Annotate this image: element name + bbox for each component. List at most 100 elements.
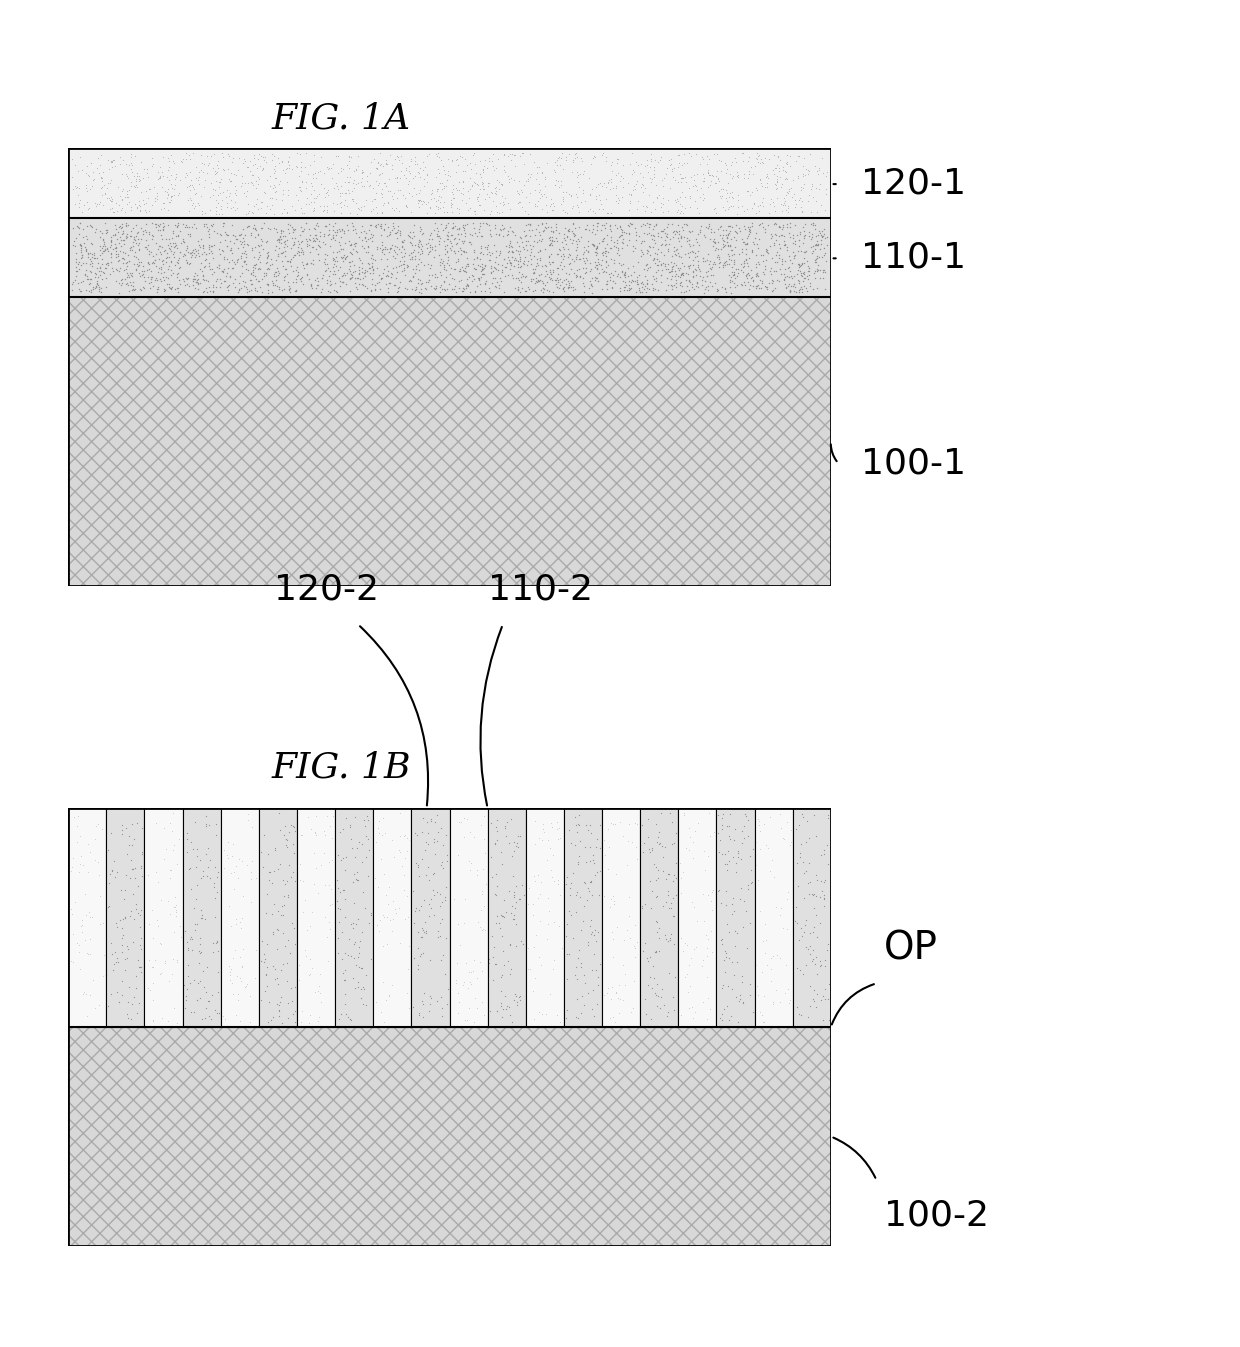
Point [419,269,439,291]
Point [652,221,672,242]
Point [794,268,813,290]
Point [461,973,481,994]
Point [567,247,587,268]
Point [320,815,340,836]
Point [82,907,102,928]
Point [93,236,113,257]
Point [502,894,522,916]
Point [706,237,725,259]
Point [348,155,368,176]
Point [174,230,193,252]
Point [165,236,185,257]
Point [463,960,482,982]
Point [688,251,708,272]
Point [477,183,497,205]
Point [434,272,454,294]
Point [636,253,656,275]
Point [687,179,707,201]
Point [139,224,159,245]
Point [221,170,241,191]
Point [381,222,401,244]
Point [280,277,300,299]
Point [343,912,363,933]
Point [187,990,207,1012]
Point [533,220,553,241]
Point [304,842,324,863]
Point [231,175,250,197]
Point [254,948,274,970]
Point [619,172,639,194]
Point [346,193,366,214]
Point [119,251,139,272]
Point [339,230,358,252]
Point [544,159,564,180]
Point [114,229,134,251]
Point [734,815,754,836]
Point [641,150,661,171]
Point [125,858,145,880]
Point [740,846,760,867]
Point [212,261,232,283]
Point [451,269,471,291]
Point [802,213,822,234]
Point [574,160,594,182]
Point [781,831,801,853]
Point [672,167,692,189]
Point [577,889,596,911]
Point [294,241,314,263]
Point [613,237,632,259]
Point [686,245,706,267]
Point [672,171,692,193]
Point [797,251,817,272]
Point [428,221,448,242]
Point [615,963,635,985]
Point [655,924,675,946]
Point [575,836,595,858]
Point [200,199,219,221]
Point [588,967,608,989]
Point [663,905,683,927]
Point [284,220,304,241]
Point [765,224,785,245]
Point [434,255,454,276]
Point [486,884,506,905]
Point [591,220,611,241]
Point [502,221,522,242]
Point [802,224,822,245]
Point [718,253,738,275]
Point [95,238,115,260]
Point [164,997,184,1018]
Point [543,260,563,282]
Point [513,143,533,164]
Point [466,247,486,268]
Bar [182,808,221,1026]
Point [345,272,365,294]
Point [175,244,195,265]
Point [797,280,817,302]
Point [424,187,444,209]
Point [308,160,327,182]
Point [662,812,682,834]
Point [715,962,735,983]
Point [458,199,477,221]
Point [818,807,838,828]
Point [754,985,774,1006]
Point [277,158,296,179]
Point [680,997,699,1018]
Point [589,198,609,220]
Point [186,272,206,294]
Point [268,229,288,251]
Point [69,277,89,299]
Point [644,277,663,299]
Point [739,985,759,1006]
Point [258,1010,278,1032]
Point [413,1006,433,1028]
Point [637,257,657,279]
Point [105,236,125,257]
Point [513,933,533,955]
Point [348,946,368,967]
Point [779,198,799,220]
Point [532,213,552,234]
Point [510,269,529,291]
Point [474,242,494,264]
